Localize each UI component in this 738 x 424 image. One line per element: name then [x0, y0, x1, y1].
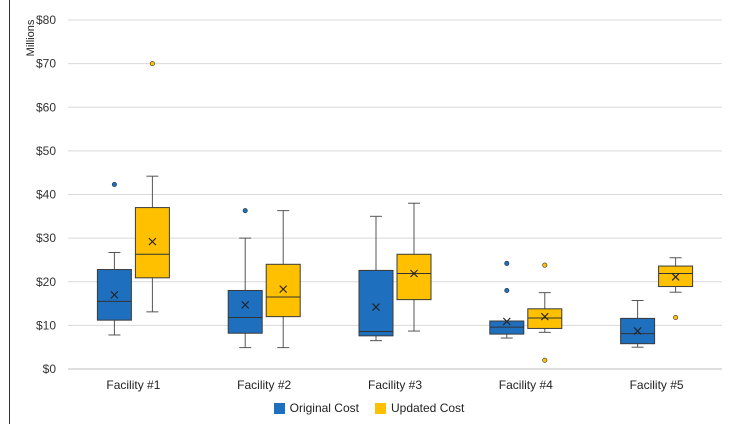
mean-marker: [633, 327, 642, 335]
legend-item-updated-cost[interactable]: Updated Cost: [374, 401, 465, 415]
mean-marker: [540, 312, 549, 321]
y-tick-label: $50: [36, 144, 56, 158]
outlier-point: [673, 315, 679, 321]
mean-marker: [671, 273, 680, 281]
iqr-box: [227, 289, 263, 334]
y-tick-label: $20: [36, 275, 56, 289]
box-plots: [96, 61, 694, 363]
box-updated: [265, 210, 301, 349]
y-tick-label: $70: [36, 57, 56, 71]
mean-marker: [241, 300, 250, 309]
box-original: [620, 300, 656, 348]
box-original: [489, 260, 525, 339]
outlier-point: [542, 262, 548, 268]
iqr-box: [265, 263, 301, 318]
legend: Original Cost Updated Cost: [0, 401, 738, 415]
outlier-point: [242, 208, 248, 214]
category-label: Facility #5: [630, 378, 684, 392]
legend-label-updated-cost: Updated Cost: [390, 401, 465, 415]
mean-marker: [372, 303, 380, 311]
mean-marker: [279, 285, 288, 294]
category-label: Facility #3: [368, 378, 422, 392]
outlier-point: [542, 357, 548, 363]
iqr-box: [396, 253, 432, 301]
y-tick-label: $80: [36, 13, 56, 27]
mean-marker: [410, 269, 418, 278]
y-tick-label: $0: [43, 362, 57, 376]
outlier-point: [149, 61, 155, 67]
category-label: Facility #2: [237, 378, 291, 392]
legend-swatch-updated-cost: [374, 402, 386, 414]
box-original: [96, 181, 132, 336]
y-axis-label: Millions: [25, 19, 37, 56]
axes: $0 $10 $20 $30 $40 $50 $60 $70 $80 Facility #1 Fac…: [36, 13, 684, 392]
gridlines: [68, 19, 722, 370]
box-original: [358, 215, 394, 342]
iqr-box: [134, 207, 170, 279]
iqr-box: [358, 269, 394, 337]
box-updated: [396, 202, 432, 332]
mean-marker: [148, 237, 157, 246]
y-tick-label: $60: [36, 100, 56, 114]
category-label: Facility #1: [106, 378, 160, 392]
left-frame-border: [9, 0, 10, 424]
mean-marker: [110, 290, 119, 299]
box-updated: [658, 257, 694, 321]
legend-item-original-cost[interactable]: Original Cost: [273, 401, 359, 415]
outlier-point: [111, 181, 117, 187]
category-label: Facility #4: [499, 378, 553, 392]
iqr-box: [527, 308, 563, 329]
y-tick-label: $40: [36, 188, 56, 202]
box-updated: [527, 262, 563, 363]
box-original: [227, 208, 263, 349]
mean-marker: [502, 317, 511, 326]
y-tick-label: $10: [36, 318, 56, 332]
outlier-point: [504, 287, 510, 293]
legend-swatch-original-cost: [273, 402, 285, 414]
box-updated: [134, 61, 170, 313]
legend-label-original-cost: Original Cost: [289, 401, 359, 415]
outlier-point: [504, 260, 510, 266]
y-tick-label: $30: [36, 231, 56, 245]
box-plot-chart: $0 $10 $20 $30 $40 $50 $60 $70 $80 Facility #1 Fac…: [25, 13, 722, 392]
